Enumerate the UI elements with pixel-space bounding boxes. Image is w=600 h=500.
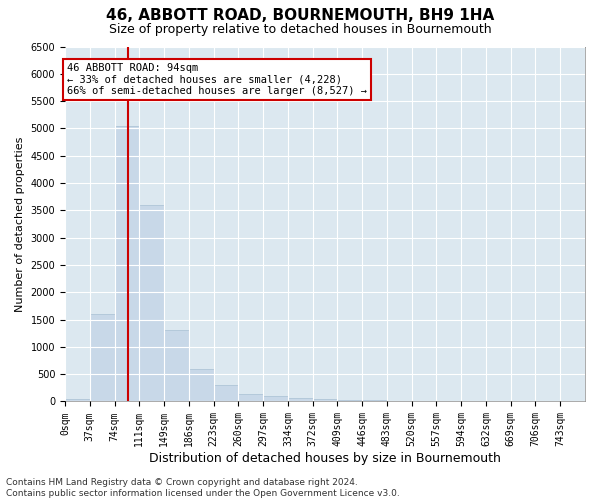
Text: Size of property relative to detached houses in Bournemouth: Size of property relative to detached ho… <box>109 22 491 36</box>
Bar <box>65 398 90 402</box>
Text: 46 ABBOTT ROAD: 94sqm
← 33% of detached houses are smaller (4,228)
66% of semi-d: 46 ABBOTT ROAD: 94sqm ← 33% of detached … <box>67 63 367 96</box>
Bar <box>337 400 362 402</box>
Text: Contains HM Land Registry data © Crown copyright and database right 2024.
Contai: Contains HM Land Registry data © Crown c… <box>6 478 400 498</box>
Text: 46, ABBOTT ROAD, BOURNEMOUTH, BH9 1HA: 46, ABBOTT ROAD, BOURNEMOUTH, BH9 1HA <box>106 8 494 22</box>
Bar <box>214 385 238 402</box>
Bar <box>90 314 115 402</box>
X-axis label: Distribution of detached houses by size in Bournemouth: Distribution of detached houses by size … <box>149 452 501 465</box>
Bar <box>238 394 263 402</box>
Bar <box>139 205 164 402</box>
Bar <box>263 396 288 402</box>
Y-axis label: Number of detached properties: Number of detached properties <box>15 136 25 312</box>
Bar <box>412 401 436 402</box>
Bar <box>189 368 214 402</box>
Bar <box>115 126 139 402</box>
Bar <box>288 398 313 402</box>
Bar <box>387 400 412 402</box>
Bar <box>164 330 189 402</box>
Bar <box>313 400 337 402</box>
Bar <box>362 400 387 402</box>
